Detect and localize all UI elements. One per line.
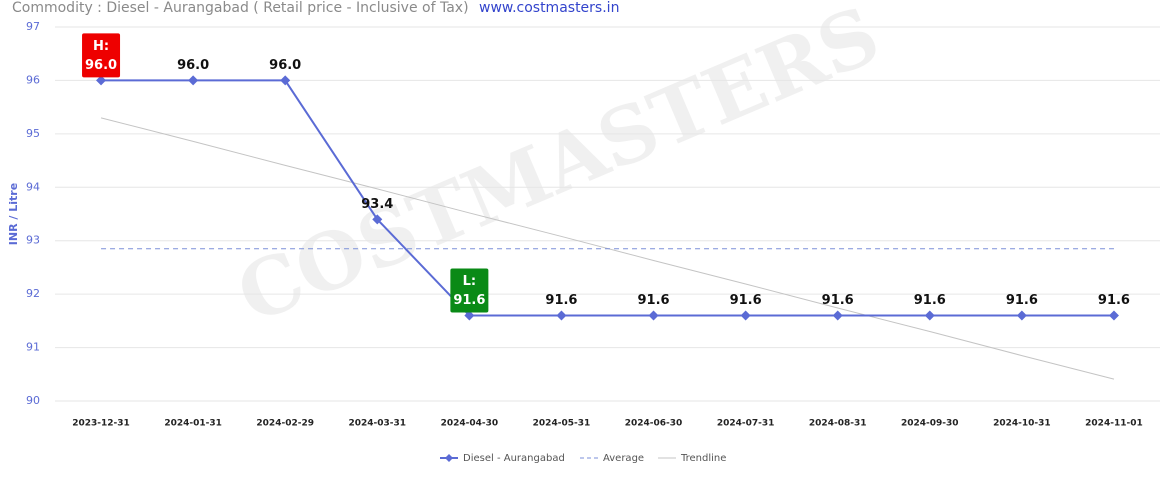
legend-marker [445, 454, 453, 462]
low-label: L: [463, 274, 476, 289]
data-label: 91.6 [545, 293, 577, 308]
x-tick-label: 2023-12-31 [72, 419, 130, 429]
x-tick-label: 2024-04-30 [441, 419, 499, 429]
x-tick-label: 2024-06-30 [625, 419, 683, 429]
data-point [464, 310, 475, 321]
data-label: 96.0 [85, 58, 117, 73]
data-label: 91.6 [730, 293, 762, 308]
x-tick-label: 2024-03-31 [349, 419, 407, 429]
chart-title: Commodity : Diesel - Aurangabad ( Retail… [12, 0, 469, 16]
data-label: 93.4 [361, 197, 393, 212]
y-tick-label: 95 [26, 127, 40, 140]
high-label: H: [93, 39, 109, 54]
y-tick-label: 93 [26, 234, 40, 247]
y-axis-label: INR / Litre [7, 183, 20, 245]
x-tick-label: 2024-05-31 [533, 419, 591, 429]
data-label: 91.6 [914, 293, 946, 308]
data-line [101, 79, 1114, 317]
data-point [924, 310, 935, 321]
x-tick-label: 2024-08-31 [809, 419, 867, 429]
data-point [556, 310, 567, 321]
x-tick-label: 2024-11-01 [1085, 419, 1143, 429]
x-tick-label: 2024-10-31 [993, 419, 1051, 429]
x-tick-label: 2024-02-29 [256, 419, 314, 429]
x-tick-label: 2024-01-31 [164, 419, 222, 429]
data-label: 91.6 [1006, 293, 1038, 308]
data-point [372, 214, 383, 225]
data-label: 91.6 [1098, 293, 1130, 308]
data-label: 91.6 [453, 293, 485, 308]
data-label: 91.6 [638, 293, 670, 308]
data-label: 96.0 [177, 58, 209, 73]
legend-label: Trendline [680, 453, 726, 464]
data-point [96, 75, 107, 86]
low-badge [450, 268, 489, 313]
data-point [1016, 310, 1027, 321]
watermark: COSTMASTERS [225, 0, 892, 341]
y-tick-label: 91 [26, 341, 40, 354]
y-tick-label: 94 [26, 180, 40, 193]
source: www.costmasters.in [479, 0, 619, 16]
y-tick-label: 92 [26, 287, 40, 300]
y-tick-label: 90 [26, 394, 40, 407]
data-point [648, 310, 659, 321]
y-tick-label: 96 [26, 73, 40, 86]
legend-label: Average [603, 453, 644, 464]
data-point [280, 75, 291, 86]
legend-label: Diesel - Aurangabad [463, 453, 565, 464]
data-point [1108, 310, 1119, 321]
data-point [740, 310, 751, 321]
data-point [188, 75, 199, 86]
y-tick-label: 97 [26, 20, 40, 33]
x-tick-label: 2024-09-30 [901, 419, 959, 429]
data-point [832, 310, 843, 321]
data-label: 91.6 [822, 293, 854, 308]
x-tick-label: 2024-07-31 [717, 419, 775, 429]
high-badge [82, 33, 121, 78]
data-label: 96.0 [269, 58, 301, 73]
